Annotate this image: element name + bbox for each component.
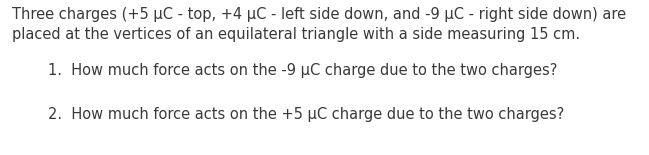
Text: 1.  How much force acts on the -9 μC charge due to the two charges?: 1. How much force acts on the -9 μC char… — [48, 63, 557, 78]
Text: Three charges (+5 μC - top, +4 μC - left side down, and -9 μC - right side down): Three charges (+5 μC - top, +4 μC - left… — [12, 7, 626, 42]
Text: 2.  How much force acts on the +5 μC charge due to the two charges?: 2. How much force acts on the +5 μC char… — [48, 107, 564, 122]
